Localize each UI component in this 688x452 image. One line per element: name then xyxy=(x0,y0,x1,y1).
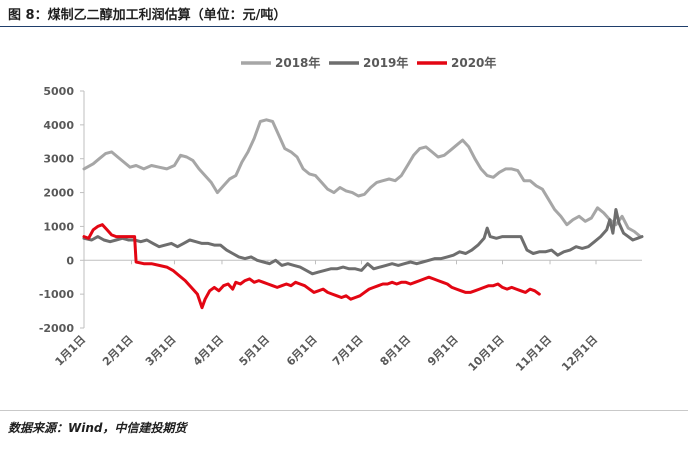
y-tick-label: 3000 xyxy=(43,153,74,166)
profit-line-chart: 2018年 2019年 2020年 -2000 -1000 0 1000 2000 3000 4… xyxy=(39,55,644,374)
x-tick-label: 4月1日 xyxy=(191,333,227,369)
figure-header: 图 8：煤制乙二醇加工利润估算（单位：元/吨） xyxy=(0,0,688,27)
source-note: 数据来源：Wind，中信建投期货 xyxy=(8,421,187,435)
x-tick-label: 2月1日 xyxy=(100,333,136,369)
chart-legend: 2018年 2019年 2020年 xyxy=(241,55,496,70)
x-tick-label: 11月1日 xyxy=(513,333,554,374)
x-tick-label: 7月1日 xyxy=(330,333,366,369)
series-line-1 xyxy=(82,118,642,239)
plot-area xyxy=(82,118,644,310)
y-tick-label: -2000 xyxy=(39,322,75,335)
figure-title: 图 8：煤制乙二醇加工利润估算（单位：元/吨） xyxy=(8,8,287,23)
x-tick-label: 8月1日 xyxy=(378,333,414,369)
x-axis: 1月1日 2月1日 3月1日 4月1日 5月1日 6月1日 7月1日 8月1日 9月1日 10月1… xyxy=(53,259,642,374)
y-tick-label: 4000 xyxy=(43,119,74,132)
legend-label: 2019年 xyxy=(363,55,408,70)
y-tick-label: -1000 xyxy=(39,288,75,301)
legend-label: 2020年 xyxy=(451,55,496,70)
x-tick-label: 9月1日 xyxy=(425,333,461,369)
series-line-2 xyxy=(82,208,644,276)
y-tick-label: 0 xyxy=(66,254,74,267)
x-tick-label: 1月1日 xyxy=(53,333,89,369)
x-tick-label: 6月1日 xyxy=(284,333,320,369)
y-tick-label: 2000 xyxy=(43,187,74,200)
x-tick-label: 5月1日 xyxy=(237,333,273,369)
x-tick-label: 10月1日 xyxy=(466,333,507,374)
legend-label: 2018年 xyxy=(275,55,320,70)
y-tick-label: 5000 xyxy=(43,85,74,98)
x-tick-label: 12月1日 xyxy=(559,333,600,374)
y-tick-label: 1000 xyxy=(43,220,74,233)
x-tick-label: 3月1日 xyxy=(143,333,179,369)
y-axis: -2000 -1000 0 1000 2000 3000 4000 5000 xyxy=(39,85,85,335)
series-line-3 xyxy=(82,223,541,310)
figure-footer: 数据来源：Wind，中信建投期货 xyxy=(0,410,688,452)
